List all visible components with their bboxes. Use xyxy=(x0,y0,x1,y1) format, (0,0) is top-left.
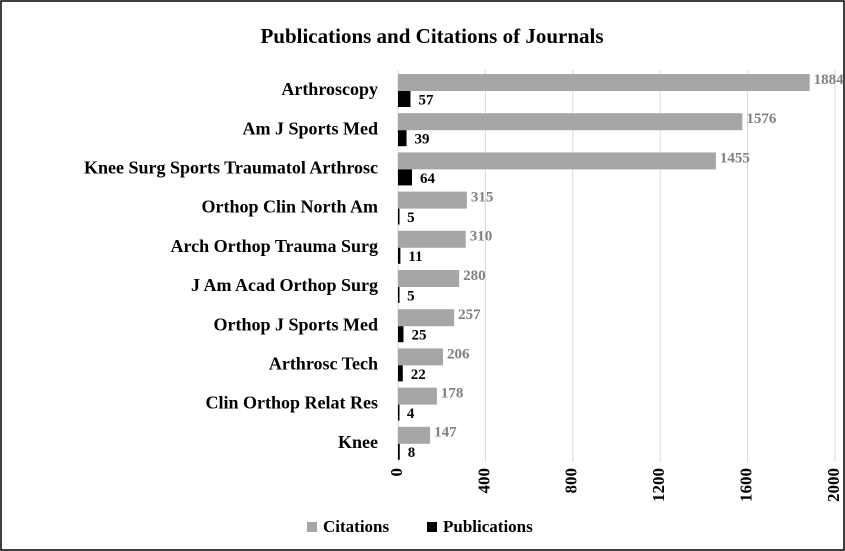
x-tick-label: 1600 xyxy=(737,468,756,502)
bar xyxy=(398,326,404,343)
value-label: 257 xyxy=(458,307,481,323)
bar xyxy=(398,247,401,264)
bar xyxy=(398,191,467,209)
x-tick-label: 2000 xyxy=(824,468,843,502)
category-label: Orthop Clin North Am xyxy=(201,197,378,217)
bar xyxy=(398,309,455,327)
bar xyxy=(398,365,403,382)
bar xyxy=(398,387,437,405)
value-label: 1455 xyxy=(720,150,750,166)
x-tick-label: 800 xyxy=(562,468,581,494)
bar xyxy=(398,74,810,91)
value-label: 8 xyxy=(408,445,416,461)
value-label: 315 xyxy=(471,190,494,206)
legend-swatch xyxy=(427,522,437,532)
bar xyxy=(398,91,411,107)
x-tick-label: 400 xyxy=(474,468,493,494)
value-label: 1884 xyxy=(814,72,845,88)
bar xyxy=(398,152,716,170)
category-label: Arthroscopy xyxy=(281,79,378,99)
value-label: 64 xyxy=(420,171,436,187)
value-label: 57 xyxy=(418,92,434,108)
category-label: J Am Acad Orthop Surg xyxy=(191,275,378,295)
chart-title: Publications and Citations of Journals xyxy=(260,24,603,48)
category-label: Knee xyxy=(338,432,378,452)
category-label: Arch Orthop Trauma Surg xyxy=(170,236,378,256)
bar xyxy=(398,426,431,444)
bar xyxy=(398,348,444,366)
x-tick-label: 0 xyxy=(387,468,406,477)
category-label: Arthrosc Tech xyxy=(269,354,378,374)
bar xyxy=(398,404,400,421)
bar xyxy=(398,130,407,147)
value-label: 310 xyxy=(470,229,493,245)
category-label: Am J Sports Med xyxy=(243,118,379,138)
value-label: 5 xyxy=(407,210,415,226)
legend-label: Publications xyxy=(443,517,533,536)
value-label: 1576 xyxy=(746,111,777,127)
bar xyxy=(398,113,743,131)
value-label: 178 xyxy=(441,386,464,402)
value-label: 4 xyxy=(407,406,415,422)
category-label: Orthop J Sports Med xyxy=(213,314,378,334)
value-label: 5 xyxy=(407,288,415,304)
value-label: 25 xyxy=(411,328,426,344)
bar xyxy=(398,443,400,460)
category-label: Clin Orthop Relat Res xyxy=(206,393,379,413)
x-tick-label: 1200 xyxy=(649,468,668,502)
value-label: 39 xyxy=(415,132,430,148)
category-label: Knee Surg Sports Traumatol Arthrosc xyxy=(84,158,378,178)
value-label: 11 xyxy=(408,249,422,265)
bar xyxy=(398,287,400,303)
value-label: 280 xyxy=(463,268,486,284)
bar xyxy=(398,169,412,186)
bar xyxy=(398,230,466,248)
value-label: 206 xyxy=(447,346,470,362)
bar xyxy=(398,208,400,225)
bar xyxy=(398,270,460,287)
legend-swatch xyxy=(307,522,317,532)
value-label: 22 xyxy=(411,367,426,383)
legend-label: Citations xyxy=(323,517,390,536)
value-label: 147 xyxy=(434,425,457,441)
